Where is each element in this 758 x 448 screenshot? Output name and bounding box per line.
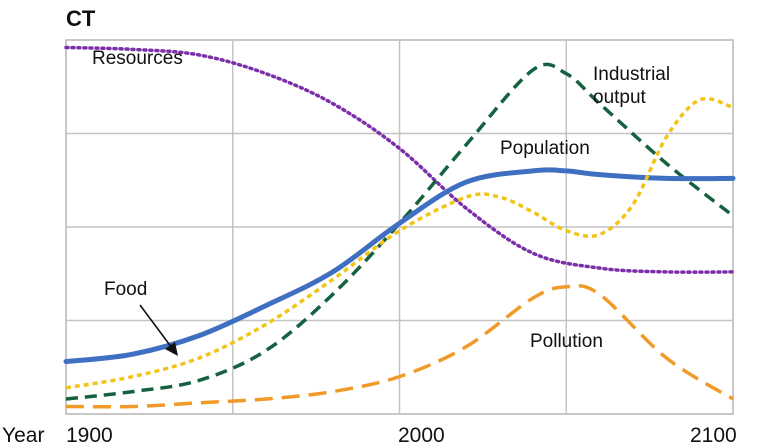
series-label-industrial-output-line-2: output [593, 87, 647, 108]
x-axis-label: Year [2, 424, 44, 447]
series-line-population [63, 167, 736, 365]
series-line-resources [64, 45, 735, 274]
x-axis: Year 1900 2000 2100 [2, 424, 737, 447]
food-arrow-shaft [139, 304, 173, 349]
series-label-resources: Resources [92, 48, 183, 69]
x-tick-2000: 2000 [398, 424, 445, 447]
series-label-population: Population [500, 138, 590, 159]
x-tick-1900: 1900 [66, 424, 113, 447]
food-arrow-head [165, 342, 178, 356]
x-tick-2100: 2100 [690, 424, 737, 447]
series-label-industrial-output-line-1: Industrial [593, 64, 670, 85]
series-label-pollution: Pollution [530, 331, 603, 352]
grid [65, 39, 734, 415]
series-label-food: Food [104, 279, 147, 300]
series-group [63, 45, 736, 409]
chart-title: CT [66, 6, 96, 31]
series-line-industrial-output [65, 62, 735, 401]
series-line-pollution [65, 284, 734, 409]
